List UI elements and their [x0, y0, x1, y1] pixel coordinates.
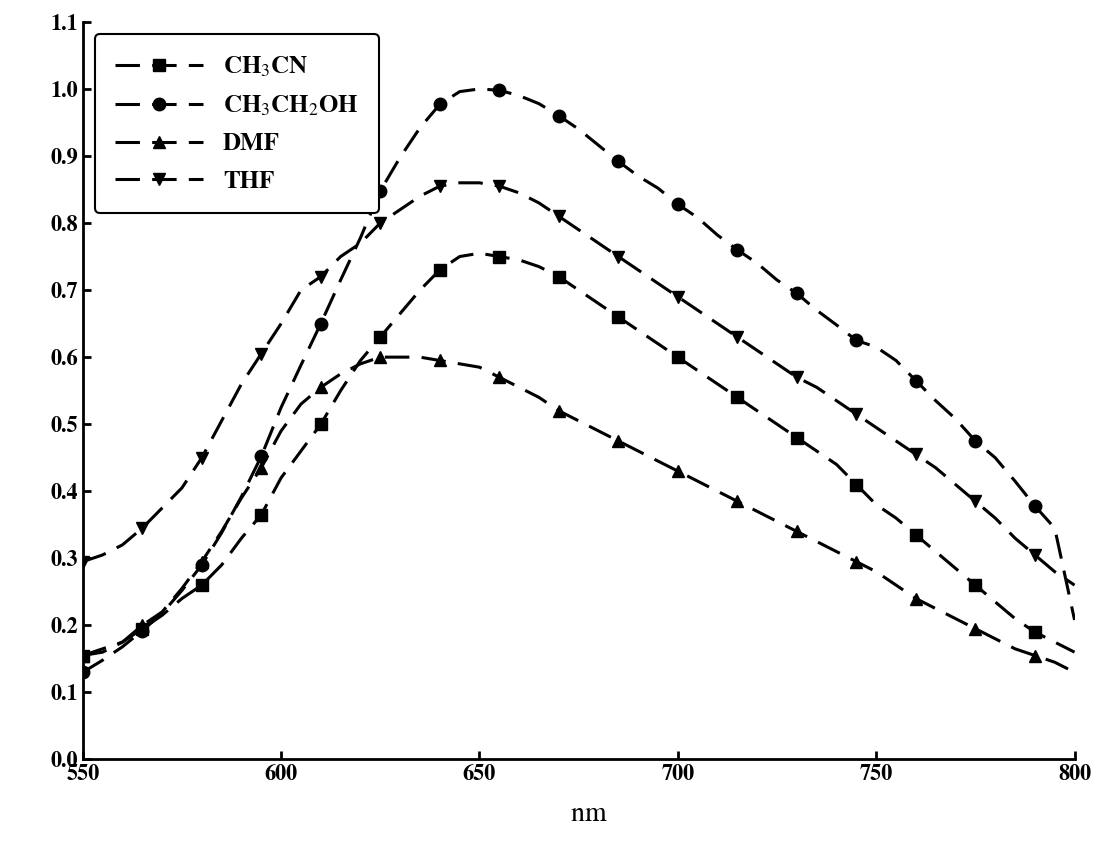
X-axis label: 波 长（nm）: 波 长（nm）: [544, 802, 614, 827]
Y-axis label: 强度: 强度: [14, 383, 39, 398]
Legend: CH$_3$CN, CH$_3$CH$_2$OH, DMF, THF: CH$_3$CN, CH$_3$CH$_2$OH, DMF, THF: [95, 34, 379, 213]
